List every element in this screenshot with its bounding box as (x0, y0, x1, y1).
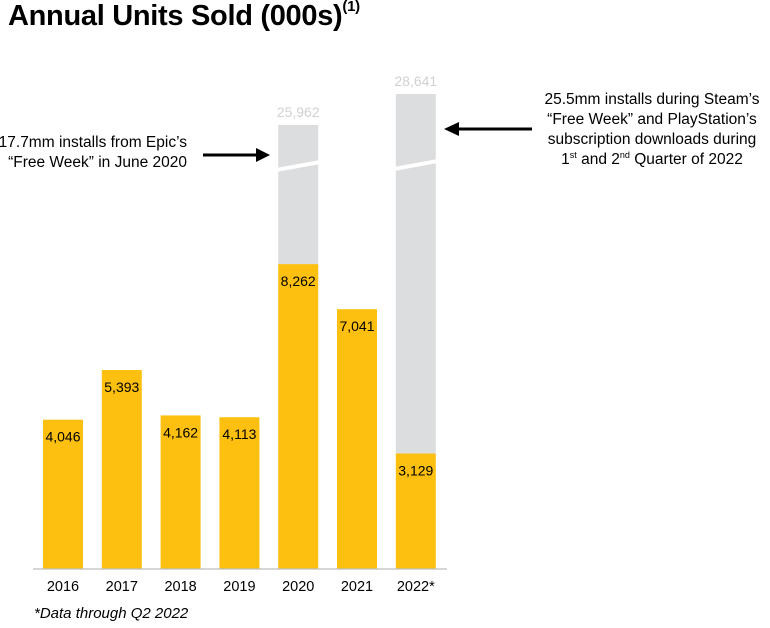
x-tick-label-2022: 2022* (397, 579, 435, 595)
x-tick-label-2019: 2019 (223, 579, 255, 595)
chart-title-text: Annual Units Sold (000s) (8, 0, 343, 32)
arrow-2020-head (256, 148, 270, 162)
x-tick-label-2016: 2016 (47, 579, 79, 595)
bar-2020 (278, 264, 319, 569)
value-label-2017: 5,393 (104, 379, 139, 395)
total-bar-2020 (278, 125, 319, 265)
annotation-2020-line-1: 17.7mm installs from Epic’s (0, 134, 187, 151)
annotation-2022-line-4: 1st and 2nd Quarter of 2022 (561, 149, 743, 168)
annotation-2020: 17.7mm installs from Epic’s “Free Week” … (0, 133, 187, 173)
total-label-2020: 25,962 (277, 104, 320, 120)
annotation-2022-line-1: 25.5mm installs during Steam’s (544, 91, 760, 108)
bar-2016 (43, 419, 83, 569)
value-label-2021: 7,041 (339, 318, 374, 334)
total-label-2022: 28,641 (394, 73, 437, 89)
axis-break-2022 (393, 159, 438, 171)
annotation-2022-line-2: “Free Week” and PlayStation’s (547, 111, 757, 128)
bar-2022 (395, 453, 436, 569)
value-label-2016: 4,046 (45, 429, 80, 445)
bar-2021 (337, 309, 377, 569)
annotation-2022: 25.5mm installs during Steam’s “Free Wee… (538, 90, 766, 170)
x-tick-label-2017: 2017 (106, 579, 138, 595)
annotation-2020-line-2: “Free Week” in June 2020 (8, 154, 187, 171)
axis-break-2020 (276, 160, 321, 172)
bar-2019 (219, 417, 260, 569)
bar-2018 (160, 415, 201, 569)
total-bar-2022 (395, 94, 436, 454)
value-label-2018: 4,162 (163, 424, 198, 440)
value-label-2020: 8,262 (281, 273, 316, 289)
annotation-2022-line-3: subscription downloads during (547, 131, 757, 148)
chart-title: Annual Units Sold (000s)(1) (8, 0, 360, 33)
x-tick-label-2021: 2021 (341, 579, 373, 595)
footnote: *Data through Q2 2022 (34, 605, 189, 622)
value-label-2022: 3,129 (398, 463, 433, 479)
x-tick-label-2020: 2020 (282, 579, 314, 595)
x-tick-label-2018: 2018 (164, 579, 196, 595)
value-label-2019: 4,113 (222, 426, 256, 442)
arrow-2022-head (444, 122, 459, 136)
title-footnote-marker: (1) (342, 0, 360, 16)
bar-2017 (101, 369, 142, 569)
